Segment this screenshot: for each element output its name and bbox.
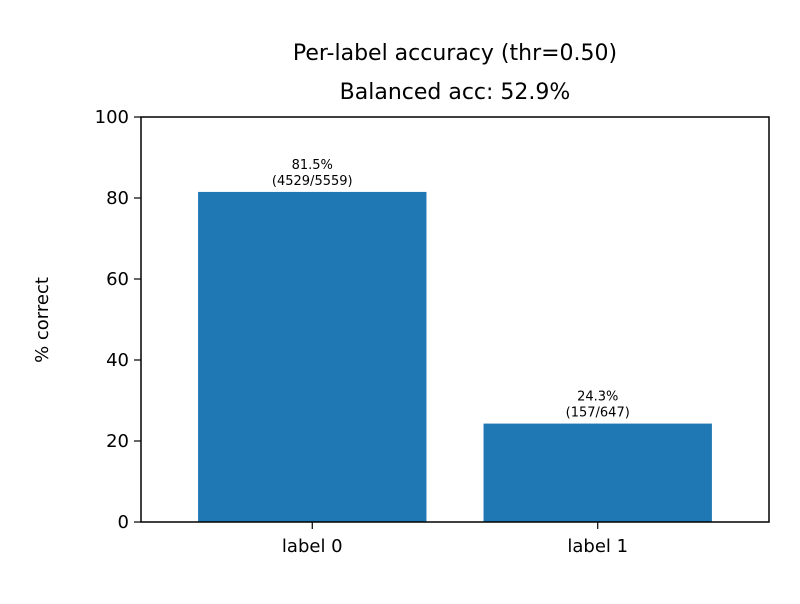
y-axis: 0 20 40 60 80 100 — [95, 107, 141, 533]
bar-1-data-label-line-1: (157/647) — [566, 406, 630, 421]
bars-group — [198, 191, 712, 523]
x-tick-label-0: label 0 — [282, 536, 343, 557]
chart-subtitle: Balanced acc: 52.9% — [340, 80, 571, 105]
y-tick-label-2: 40 — [106, 350, 129, 371]
y-tick-label-4: 80 — [106, 188, 129, 209]
chart-title: Per-label accuracy (thr=0.50) — [293, 41, 617, 66]
y-tick-label-3: 60 — [106, 269, 129, 290]
x-axis: label 0 label 1 — [282, 522, 628, 557]
x-tick-label-1: label 1 — [567, 536, 628, 557]
plot-frame — [140, 116, 770, 523]
y-tick-label-1: 20 — [106, 431, 129, 452]
title-group: Per-label accuracy (thr=0.50) Balanced a… — [293, 41, 617, 105]
y-tick-label-5: 100 — [95, 107, 129, 128]
bar-0 — [198, 191, 427, 523]
y-tick-label-0: 0 — [118, 512, 129, 533]
y-axis-label: % correct — [32, 277, 53, 363]
bar-0-data-label-line-1: (4529/5559) — [272, 174, 353, 189]
bar-labels-group: 81.5%(4529/5559) 24.3%(157/647) — [272, 158, 630, 421]
bar-0-data-label-line-0: 81.5% — [292, 158, 333, 173]
bar-1-data-label-line-0: 24.3% — [577, 390, 618, 405]
bar-1 — [483, 423, 712, 522]
